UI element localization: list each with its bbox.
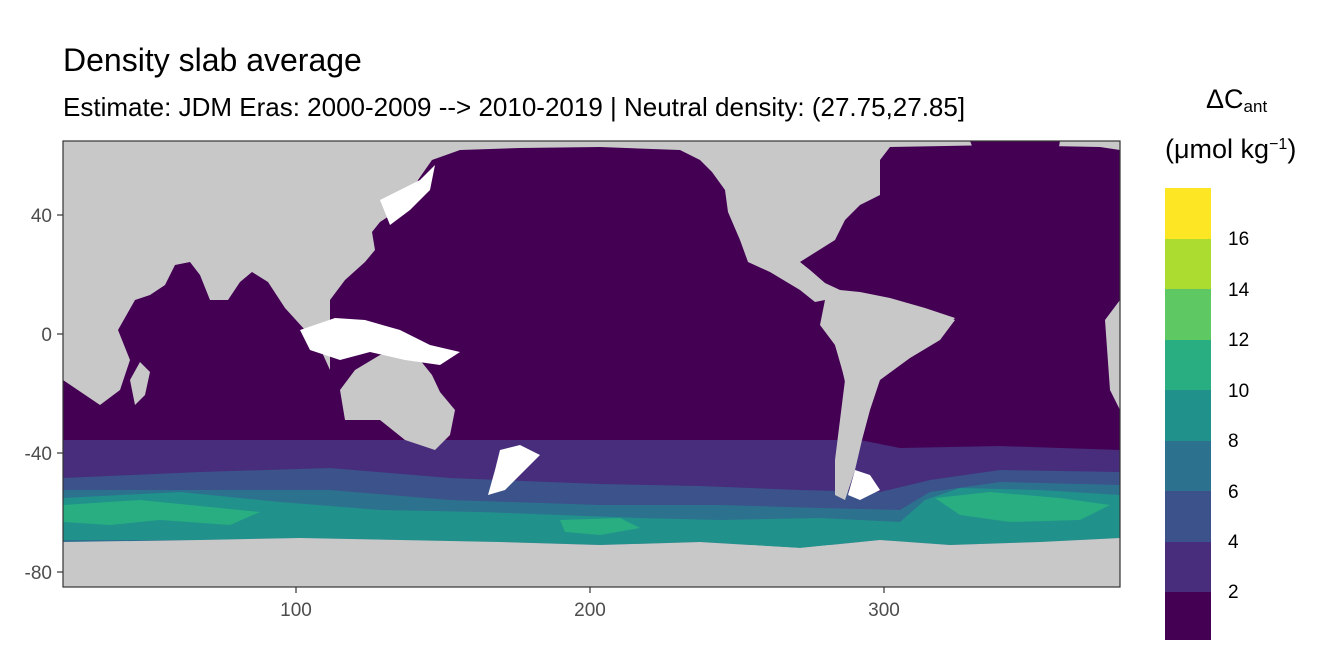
legend-unit-superscript: −1 <box>1269 136 1288 153</box>
southern-band-8 <box>63 488 1120 548</box>
legend-title-symbol-line: ΔCant <box>1206 84 1267 117</box>
x-tick-label: 200 <box>574 600 606 621</box>
southern-patch-10 <box>63 500 260 525</box>
legend-bin <box>1165 188 1211 239</box>
legend-label: 4 <box>1228 532 1239 553</box>
legend-label: 6 <box>1228 482 1239 503</box>
legend-bin <box>1165 542 1211 592</box>
y-tick-label: 40 <box>31 206 52 227</box>
pacific-ocean <box>330 147 855 450</box>
antarctica <box>63 538 1120 587</box>
legend-label: 10 <box>1228 381 1250 402</box>
legend-label: 12 <box>1228 330 1250 351</box>
no-data-north-asia <box>380 165 435 225</box>
legend-unit-close: ) <box>1287 134 1297 164</box>
no-data-south-america <box>848 470 880 500</box>
map-title: Density slab average <box>63 42 362 78</box>
x-tick-label: 300 <box>868 600 900 621</box>
map-panel-border <box>62 140 1121 588</box>
australia <box>340 350 455 450</box>
legend-bin <box>1165 592 1211 640</box>
legend-label: 2 <box>1228 582 1239 603</box>
legend-bin <box>1165 491 1211 542</box>
central-america <box>770 262 825 302</box>
atlantic-ocean <box>800 145 1120 450</box>
legend-bin <box>1165 289 1211 340</box>
y-tick-label: -80 <box>25 563 52 584</box>
legend-bin <box>1165 340 1211 390</box>
legend-bin <box>1165 390 1211 441</box>
x-axis <box>295 587 885 593</box>
new-zealand <box>488 445 540 495</box>
legend-label: 16 <box>1228 229 1250 250</box>
legend-label: 14 <box>1228 280 1250 301</box>
y-axis <box>57 214 63 573</box>
legend-bin <box>1165 239 1211 289</box>
legend-bin <box>1165 441 1211 491</box>
legend-unit-line: (μmol kg−1) <box>1165 134 1296 165</box>
legend-label: 8 <box>1228 431 1239 452</box>
y-tick-label: -40 <box>25 444 52 465</box>
x-tick-label: 100 <box>280 600 312 621</box>
legend-symbol: ΔC <box>1206 84 1244 114</box>
y-tick-label: 0 <box>41 325 52 346</box>
map-layer <box>63 141 1120 587</box>
south-america <box>820 293 955 500</box>
madagascar <box>130 362 150 405</box>
maritime-asia <box>300 318 460 365</box>
legend-unit-open: (μmol kg <box>1165 134 1270 164</box>
northern-ocean <box>970 141 1060 190</box>
legend-colorbar <box>1165 188 1211 640</box>
legend-subscript: ant <box>1243 97 1268 116</box>
indian-ocean <box>63 262 340 450</box>
southern-patch-10c <box>935 492 1110 522</box>
map-subtitle: Estimate: JDM Eras: 2000-2009 --> 2010-2… <box>63 92 966 122</box>
southern-patch-10b <box>560 518 640 535</box>
